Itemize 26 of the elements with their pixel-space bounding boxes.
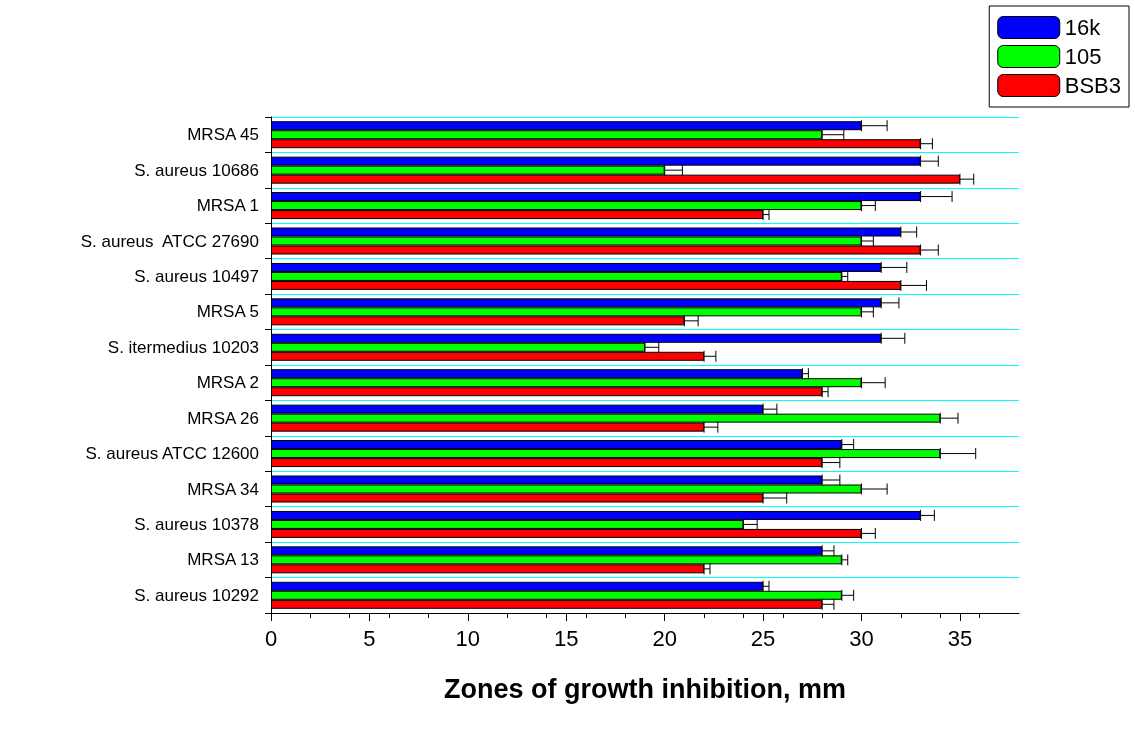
y-tick-label: MRSA 26 [187,408,259,428]
x-axis-title: Zones of growth inhibition, mm [444,673,846,704]
x-tick-label: 35 [947,625,973,651]
y-tick-label: MRSA 13 [187,550,259,570]
y-tick-label: MRSA 34 [187,479,259,499]
y-tick-label: S. aureus ATCC 12600 [85,444,259,464]
x-tick-label: 0 [264,625,278,651]
legend-label: BSB3 [1064,73,1122,98]
x-tick-label: 15 [554,625,579,651]
y-tick-label: S. aureus 10378 [134,514,259,534]
x-tick-label: 10 [455,625,481,651]
y-tick-label: MRSA 45 [187,125,259,145]
x-tick-label: 20 [652,625,677,651]
y-tick-label: MRSA 1 [196,196,259,216]
x-tick-label: 25 [750,625,776,651]
y-tick-label: MRSA 2 [196,373,259,393]
y-tick-label: S. aureus 10686 [134,160,259,180]
legend-label: 16k [1064,15,1102,40]
y-tick-label: S. aureus ATCC 27690 [80,231,259,251]
y-tick-label: S. aureus 10292 [134,585,259,605]
legend-label: 105 [1064,44,1102,69]
y-tick-label: S. itermedius 10203 [107,337,259,357]
y-tick-label: S. aureus 10497 [134,266,259,286]
x-tick-label: 5 [363,625,376,651]
x-tick-label: 30 [849,625,874,651]
y-tick-label: MRSA 5 [196,302,259,322]
